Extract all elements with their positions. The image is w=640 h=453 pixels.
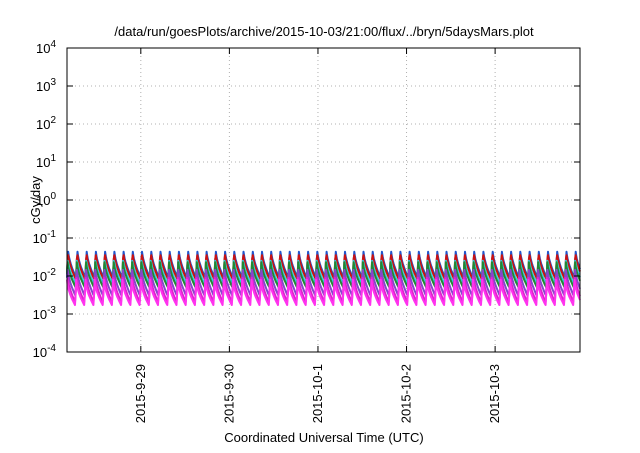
chart-title: /data/run/goesPlots/archive/2015-10-03/2… [114, 24, 534, 39]
grid-layer [67, 48, 580, 352]
series-line [66, 254, 581, 280]
y-tick-label: 100 [36, 191, 56, 208]
series-line [66, 268, 581, 296]
y-tick-label: 10-1 [33, 229, 57, 246]
x-tick-label: 2015-9-29 [133, 364, 148, 423]
y-tick-label: 103 [36, 77, 56, 94]
y-tick-label: 10-3 [33, 305, 57, 322]
series-line [66, 278, 581, 306]
x-tick-label: 2015-10-1 [310, 364, 325, 423]
y-tick-label: 10-2 [33, 267, 57, 284]
y-tick-label: 104 [36, 39, 56, 56]
y-axis-label: cGy/day [28, 176, 43, 224]
y-tick-label: 101 [36, 153, 56, 170]
x-tick-label: 2015-10-3 [487, 364, 502, 423]
series-layer [66, 250, 581, 306]
y-tick-label: 10-4 [33, 343, 57, 360]
x-axis-label: Coordinated Universal Time (UTC) [224, 430, 423, 445]
tick-layer: 104 103 102 101 100 10-1 10-2 10-3 10-4 2015-9-29… [33, 39, 580, 423]
y-tick-label: 102 [36, 115, 56, 132]
series-line [66, 261, 581, 289]
x-tick-label: 2015-10-2 [399, 364, 414, 423]
x-tick-label: 2015-9-30 [221, 364, 236, 423]
